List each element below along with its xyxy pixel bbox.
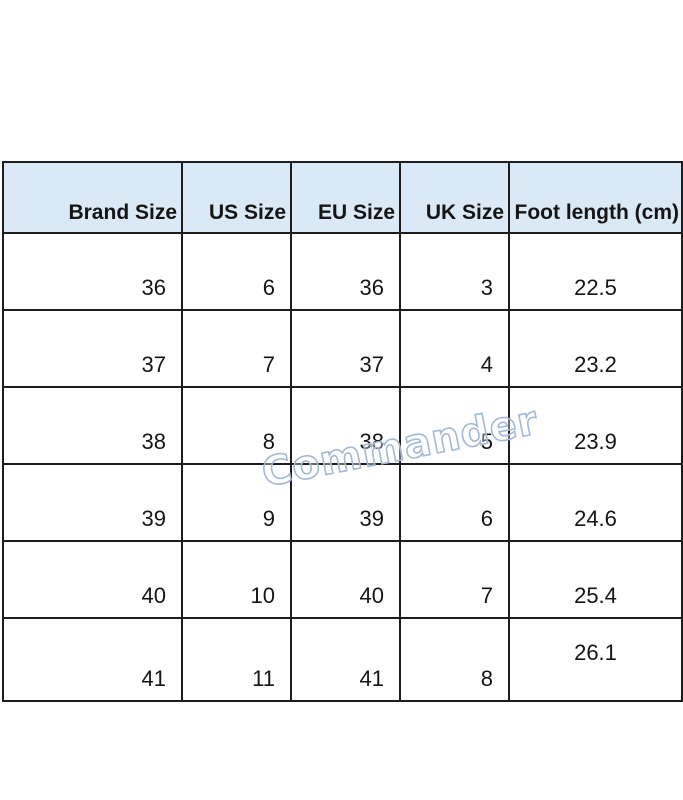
cell-foot-length: 22.5 xyxy=(508,232,683,311)
table-row: 40 10 40 7 25.4 xyxy=(2,540,683,619)
cell-foot-length: 25.4 xyxy=(508,540,683,619)
table-row: 36 6 36 3 22.5 xyxy=(2,232,683,311)
cell-us-size: 11 xyxy=(181,617,292,702)
cell-eu-size: 38 xyxy=(290,386,401,465)
cell-us-size: 7 xyxy=(181,309,292,388)
cell-brand-size: 40 xyxy=(2,540,183,619)
cell-uk-size: 7 xyxy=(399,540,510,619)
cell-us-size: 8 xyxy=(181,386,292,465)
size-chart-container: Brand Size US Size EU Size UK Size Foot … xyxy=(2,161,683,702)
cell-us-size: 6 xyxy=(181,232,292,311)
cell-eu-size: 36 xyxy=(290,232,401,311)
table-row: 41 11 41 8 26.1 xyxy=(2,617,683,702)
cell-foot-length: 23.2 xyxy=(508,309,683,388)
table-row: 37 7 37 4 23.2 xyxy=(2,309,683,388)
cell-brand-size: 37 xyxy=(2,309,183,388)
cell-eu-size: 41 xyxy=(290,617,401,702)
cell-eu-size: 39 xyxy=(290,463,401,542)
cell-brand-size: 41 xyxy=(2,617,183,702)
cell-us-size: 10 xyxy=(181,540,292,619)
header-row: Brand Size US Size EU Size UK Size Foot … xyxy=(2,161,683,234)
cell-foot-length: 24.6 xyxy=(508,463,683,542)
cell-uk-size: 3 xyxy=(399,232,510,311)
cell-brand-size: 38 xyxy=(2,386,183,465)
cell-brand-size: 39 xyxy=(2,463,183,542)
size-chart-table: Brand Size US Size EU Size UK Size Foot … xyxy=(2,161,683,702)
table-row: 38 8 38 5 23.9 xyxy=(2,386,683,465)
column-header-us-size: US Size xyxy=(181,161,292,234)
column-header-eu-size: EU Size xyxy=(290,161,401,234)
cell-foot-length: 23.9 xyxy=(508,386,683,465)
cell-uk-size: 6 xyxy=(399,463,510,542)
column-header-uk-size: UK Size xyxy=(399,161,510,234)
cell-uk-size: 4 xyxy=(399,309,510,388)
cell-foot-length: 26.1 xyxy=(508,617,683,702)
column-header-foot-length: Foot length (cm) xyxy=(508,161,683,234)
cell-eu-size: 40 xyxy=(290,540,401,619)
cell-brand-size: 36 xyxy=(2,232,183,311)
column-header-brand-size: Brand Size xyxy=(2,161,183,234)
cell-uk-size: 8 xyxy=(399,617,510,702)
table-row: 39 9 39 6 24.6 xyxy=(2,463,683,542)
cell-us-size: 9 xyxy=(181,463,292,542)
cell-uk-size: 5 xyxy=(399,386,510,465)
cell-eu-size: 37 xyxy=(290,309,401,388)
